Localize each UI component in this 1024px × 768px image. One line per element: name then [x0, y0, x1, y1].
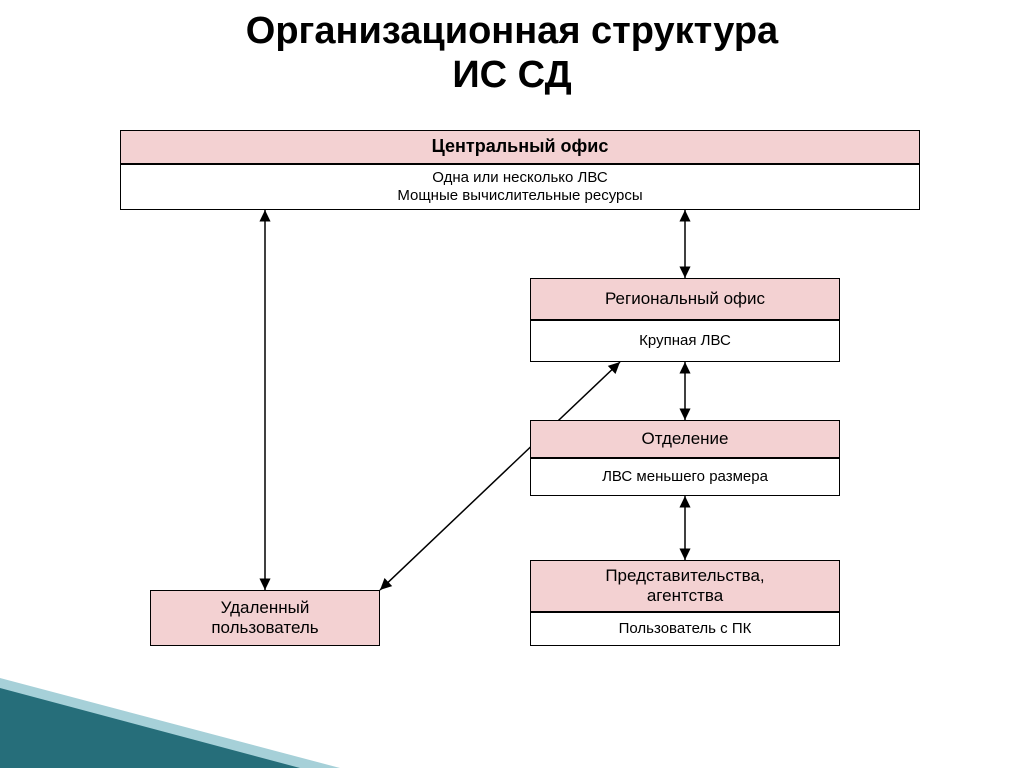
title-line1: Организационная структура: [246, 10, 778, 52]
node-branch_body: ЛВС меньшего размера: [530, 458, 840, 496]
node-central_body: Одна или несколько ЛВСМощные вычислитель…: [120, 164, 920, 210]
connectors-layer: [0, 0, 1024, 768]
title-line2: ИС СД: [452, 54, 571, 96]
node-rep_header-line1: Представительства,: [605, 566, 764, 586]
node-rep_header-line2: агентства: [647, 586, 723, 606]
node-rep_header: Представительства,агентства: [530, 560, 840, 612]
node-central_body-line2: Мощные вычислительные ресурсы: [397, 187, 642, 205]
decor-triangle-dark: [0, 688, 300, 768]
node-central_header: Центральный офис: [120, 130, 920, 164]
node-rep_body: Пользователь с ПК: [530, 612, 840, 646]
node-remote_user-line1: Удаленный: [221, 598, 310, 618]
node-remote_user-line2: пользователь: [211, 618, 318, 638]
slide-title: Организационная структура ИС СД: [0, 10, 1024, 97]
node-regional_body: Крупная ЛВС: [530, 320, 840, 362]
decor-triangle-light: [0, 678, 340, 768]
node-remote_user: Удаленныйпользователь: [150, 590, 380, 646]
node-branch_header: Отделение: [530, 420, 840, 458]
node-central_body-line1: Одна или несколько ЛВС: [432, 169, 607, 187]
node-regional_header: Региональный офис: [530, 278, 840, 320]
